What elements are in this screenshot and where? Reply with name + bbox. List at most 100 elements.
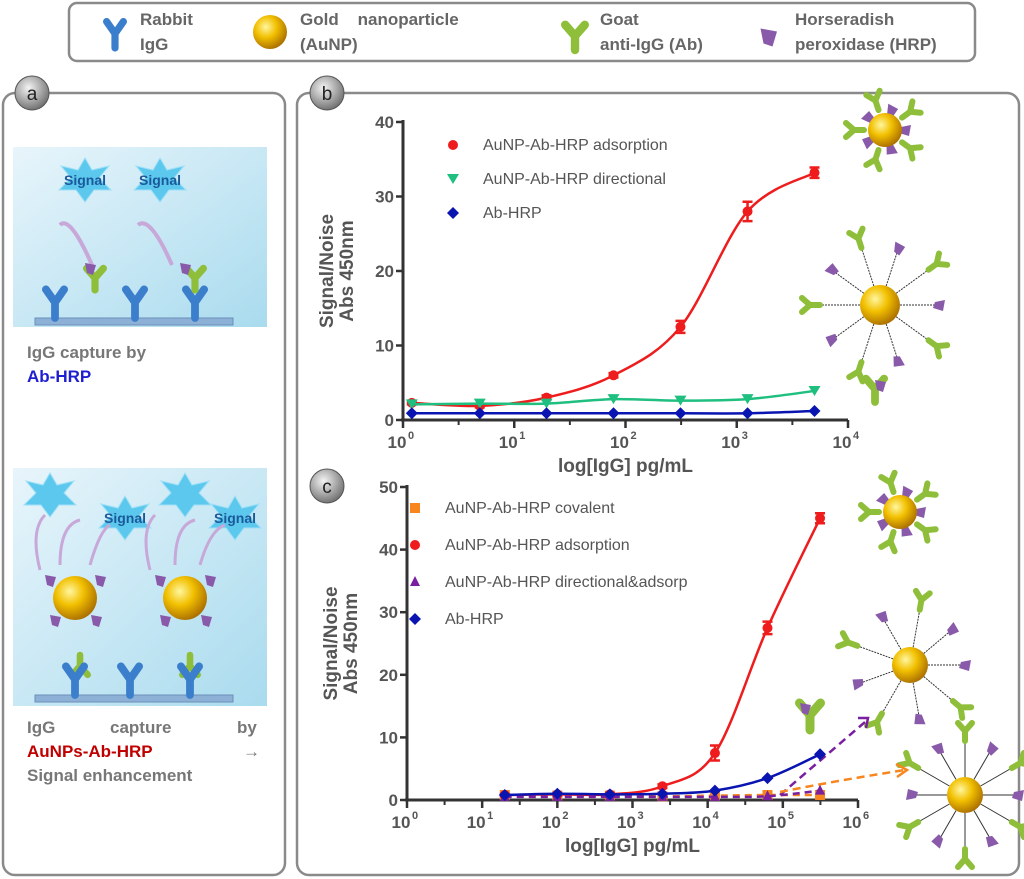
data-point (607, 394, 620, 405)
data-point (674, 407, 687, 420)
legend-label: IgG (140, 35, 168, 54)
x-tick-label: 10 (833, 433, 852, 452)
panel-label: a (27, 84, 38, 105)
data-point (674, 395, 687, 406)
y-tick-label: 20 (379, 666, 398, 685)
series-aunp-ab-hrp-adsorption: AuNP-Ab-HRP adsorption (406, 137, 820, 411)
y-tick-label: 20 (375, 262, 394, 281)
panel-bc-box (295, 91, 1021, 877)
x-tick-label: 10 (617, 813, 636, 832)
legend-label: AuNP-Ab-HRP directional (483, 171, 666, 188)
x-tick-exponent: 0 (408, 430, 414, 442)
legend-marker (409, 613, 421, 625)
signal-label: Signal (104, 510, 146, 526)
y-tick-label: 30 (379, 603, 398, 622)
legend-label: Ab-HRP (483, 205, 542, 222)
series-line (504, 517, 822, 797)
data-point (405, 407, 418, 420)
caption-ab-hrp: Ab-HRP (27, 367, 91, 386)
data-point (709, 748, 720, 759)
data-point (762, 790, 773, 801)
y-tick-label: 30 (375, 188, 394, 207)
x-tick-exponent: 2 (562, 810, 568, 822)
legend-label: Ab-HRP (445, 611, 504, 628)
x-tick-label: 10 (692, 813, 711, 832)
data-point (761, 772, 774, 785)
legend-marker (410, 540, 420, 550)
data-point (741, 394, 754, 405)
x-tick-label: 10 (467, 813, 486, 832)
series-aunp-ab-hrp-directional-adsorp: AuNP-Ab-HRP directional&adsorp (410, 574, 826, 801)
caption-text: IgG capture by (27, 343, 147, 362)
x-tick-exponent: 3 (742, 430, 748, 442)
dashed-arrows (779, 716, 910, 796)
rabbit-igg-icon (107, 22, 124, 48)
legend-label: (AuNP) (300, 35, 358, 54)
legend-marker (447, 174, 459, 184)
panel-label: c (322, 477, 332, 498)
legend-label: AuNP-Ab-HRP adsorption (483, 137, 668, 154)
x-tick-exponent: 5 (788, 810, 794, 822)
data-point (608, 370, 619, 381)
x-tick-label: 10 (610, 433, 629, 452)
y-tick-label: 40 (379, 541, 398, 560)
hrp-icon (760, 28, 777, 47)
caption-text: Signal enhancement (27, 766, 193, 785)
series-ab-hrp: Ab-HRP (405, 205, 821, 420)
caption-text: capture (110, 718, 171, 737)
legend-label: peroxidase (HRP) (795, 35, 937, 54)
conjugate-illustrations (800, 91, 1024, 867)
legend-hrp: Horseradish peroxidase (HRP) (760, 10, 937, 54)
data-point (656, 787, 669, 800)
gold-nanoparticle-icon (253, 15, 287, 49)
data-point (675, 321, 686, 332)
scheme-ab-hrp: Signal Signal (13, 147, 267, 327)
data-point (551, 787, 564, 800)
legend-label: Gold nanoparticle (300, 10, 459, 29)
data-point (657, 781, 668, 792)
x-tick-label: 10 (721, 433, 740, 452)
data-point (815, 513, 826, 524)
legend-label: AuNP-Ab-HRP adsorption (445, 537, 630, 554)
x-tick-exponent: 1 (487, 810, 493, 822)
x-tick-label: 10 (542, 813, 561, 832)
legend-marker (448, 140, 458, 150)
legend-label: Goat (600, 10, 639, 29)
y-axis-label: Signal/Noise (321, 586, 342, 700)
data-point (473, 407, 486, 420)
legend-label: Horseradish (795, 10, 894, 29)
panel-label: b (322, 84, 333, 105)
series-aunp-ab-hrp-adsorption: AuNP-Ab-HRP adsorption (410, 512, 826, 800)
signal-label: Signal (139, 172, 181, 188)
scheme-aunp-ab-hrp: Signal Signal (13, 468, 267, 706)
legend-label: anti-IgG (Ab) (600, 35, 703, 54)
x-tick-label: 10 (499, 433, 518, 452)
data-point (473, 398, 486, 409)
signal-label: Signal (214, 510, 256, 526)
panel-c-badge: c (309, 468, 345, 504)
x-axis-label: log[IgG] pg/mL (565, 836, 700, 857)
y-tick-label: 10 (375, 337, 394, 356)
series-aunp-ab-hrp-directional: AuNP-Ab-HRP directional (405, 171, 821, 410)
data-point (708, 784, 721, 797)
data-point (815, 789, 826, 800)
data-point (607, 407, 620, 420)
legend-gold-nanoparticle: Gold nanoparticle (AuNP) (253, 10, 459, 54)
x-tick-exponent: 4 (853, 430, 860, 442)
arrow-icon: → (243, 742, 260, 761)
panel-a-box (1, 91, 287, 877)
x-tick-exponent: 6 (863, 810, 869, 822)
y-axis-label: Signal/Noise (317, 214, 338, 328)
x-tick-label: 10 (843, 813, 862, 832)
data-point (540, 407, 553, 420)
data-point (498, 788, 511, 801)
legend-marker (410, 503, 420, 513)
data-point (814, 748, 827, 761)
signal-label: Signal (64, 172, 106, 188)
y-tick-label: 0 (385, 411, 394, 430)
x-tick-exponent: 3 (638, 810, 644, 822)
data-point (742, 206, 753, 217)
data-point (808, 405, 821, 418)
x-tick-exponent: 1 (519, 430, 525, 442)
